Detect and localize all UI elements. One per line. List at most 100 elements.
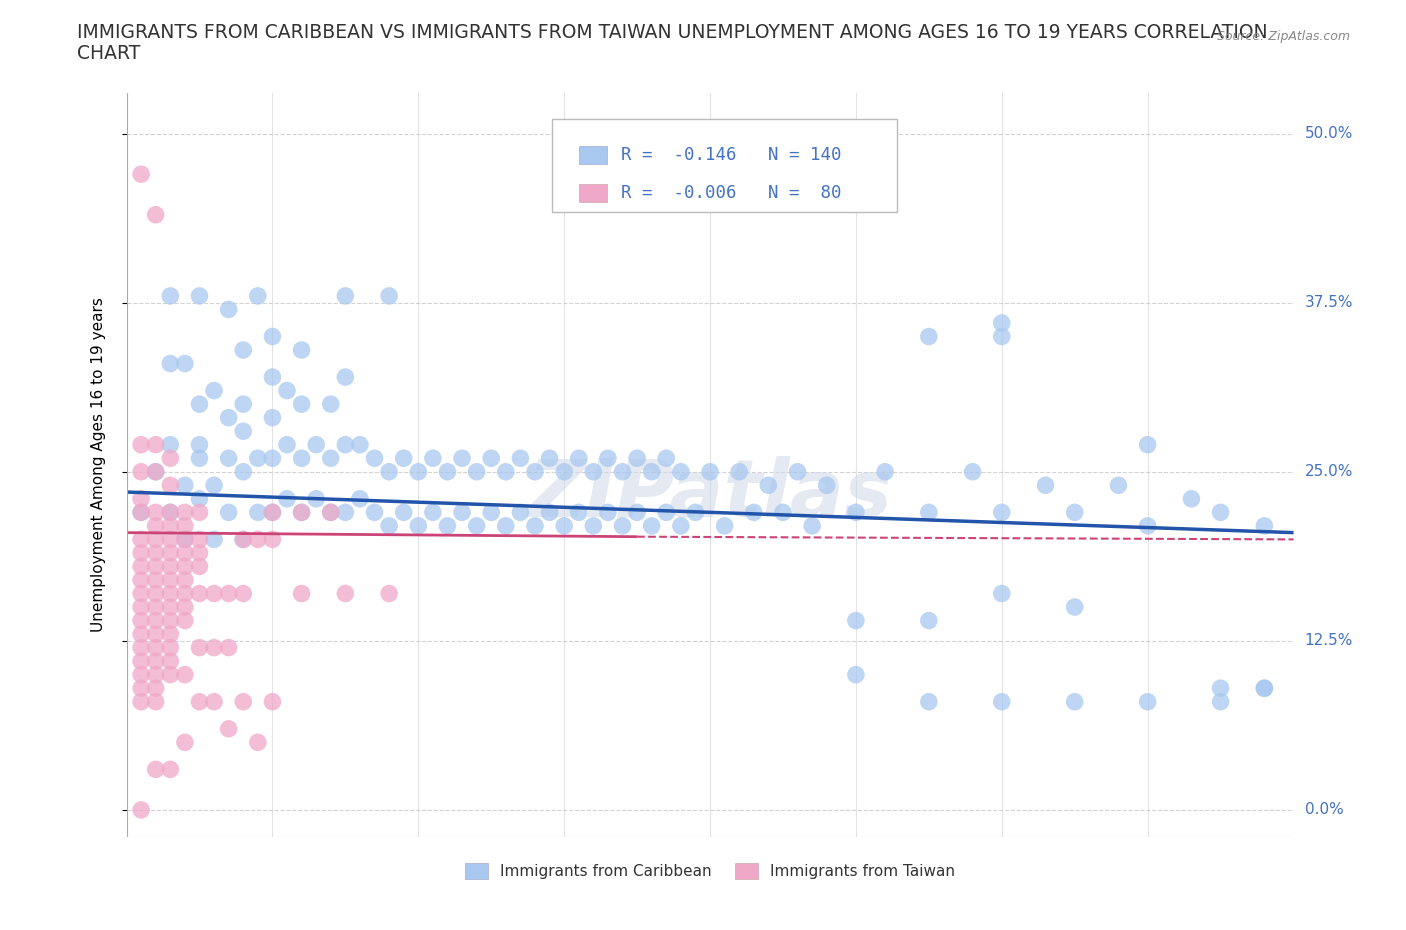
Point [232, 695, 254, 710]
Point [1035, 478, 1057, 493]
Point [1209, 505, 1232, 520]
Point [262, 451, 284, 466]
Point [174, 478, 197, 493]
Point [159, 518, 181, 533]
Point [262, 505, 284, 520]
Point [772, 505, 794, 520]
Point [685, 505, 707, 520]
Point [159, 437, 181, 452]
Point [655, 505, 678, 520]
Point [174, 600, 197, 615]
Point [408, 464, 430, 479]
Text: ZIPatlas: ZIPatlas [527, 456, 893, 534]
Point [202, 586, 225, 601]
Point [815, 478, 838, 493]
Point [218, 722, 240, 737]
Point [129, 681, 152, 696]
Point [246, 735, 269, 750]
Point [218, 410, 240, 425]
Point [465, 464, 488, 479]
Point [349, 437, 371, 452]
Point [262, 410, 284, 425]
Point [188, 505, 211, 520]
Text: 12.5%: 12.5% [1305, 633, 1353, 648]
Point [129, 573, 152, 588]
Point [174, 532, 197, 547]
Point [129, 546, 152, 561]
Point [232, 397, 254, 412]
Point [129, 505, 152, 520]
Point [363, 505, 385, 520]
Point [845, 613, 868, 628]
Point [290, 505, 312, 520]
Point [159, 546, 181, 561]
Point [232, 342, 254, 357]
Point [990, 315, 1012, 330]
Point [918, 329, 941, 344]
Point [1209, 695, 1232, 710]
Point [335, 505, 357, 520]
Point [290, 505, 312, 520]
Point [174, 573, 197, 588]
Point [218, 640, 240, 655]
Point [159, 762, 181, 777]
Point [145, 437, 167, 452]
Point [641, 518, 664, 533]
Point [568, 451, 591, 466]
Point [145, 573, 167, 588]
Point [145, 505, 167, 520]
Point [188, 451, 211, 466]
Point [568, 505, 591, 520]
Point [262, 695, 284, 710]
Point [713, 518, 735, 533]
Point [145, 586, 167, 601]
Point [990, 505, 1012, 520]
Point [129, 505, 152, 520]
Point [159, 288, 181, 303]
Point [262, 369, 284, 384]
Point [129, 667, 152, 682]
Bar [579, 146, 607, 165]
Point [451, 451, 474, 466]
Point [159, 654, 181, 669]
Point [553, 518, 575, 533]
Point [319, 505, 342, 520]
Y-axis label: Unemployment Among Ages 16 to 19 years: Unemployment Among Ages 16 to 19 years [91, 298, 105, 632]
Point [801, 518, 824, 533]
Point [188, 288, 211, 303]
Point [159, 627, 181, 642]
Point [145, 667, 167, 682]
Point [202, 383, 225, 398]
Point [335, 369, 357, 384]
Point [174, 505, 197, 520]
Point [159, 451, 181, 466]
Text: 25.0%: 25.0% [1305, 464, 1353, 479]
Point [524, 518, 547, 533]
Text: 37.5%: 37.5% [1305, 295, 1353, 311]
Point [465, 518, 488, 533]
Point [174, 735, 197, 750]
Point [188, 491, 211, 506]
Point [612, 464, 634, 479]
Point [305, 437, 328, 452]
Point [246, 532, 269, 547]
Point [129, 803, 152, 817]
Point [641, 464, 664, 479]
Point [129, 532, 152, 547]
Point [174, 613, 197, 628]
Point [159, 586, 181, 601]
Point [276, 437, 298, 452]
Point [232, 424, 254, 439]
Point [319, 397, 342, 412]
Point [422, 505, 444, 520]
Point [129, 613, 152, 628]
Point [918, 505, 941, 520]
Point [246, 505, 269, 520]
Point [582, 518, 605, 533]
Point [378, 518, 401, 533]
Point [699, 464, 721, 479]
Point [246, 288, 269, 303]
Point [479, 505, 502, 520]
Point [290, 397, 312, 412]
Point [918, 613, 941, 628]
